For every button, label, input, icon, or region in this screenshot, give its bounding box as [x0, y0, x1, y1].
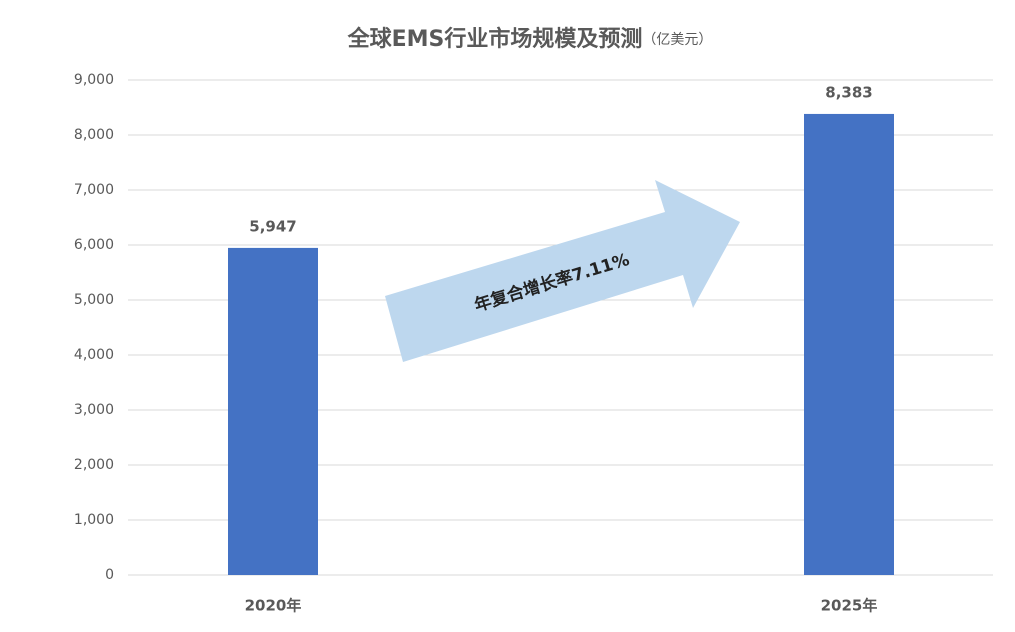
bar — [804, 113, 894, 575]
y-tick-label: 0 — [105, 567, 114, 583]
growth-arrow — [385, 180, 740, 362]
y-tick-label: 8,000 — [74, 127, 114, 143]
chart-title-group: 全球EMS行业市场规模及预测（亿美元） — [347, 26, 713, 52]
y-tick-label: 4,000 — [74, 347, 114, 363]
y-tick-label: 1,000 — [74, 512, 114, 528]
x-tick-label: 2025年 — [821, 597, 878, 615]
x-tick-label: 2020年 — [245, 597, 302, 615]
y-tick-label: 9,000 — [74, 72, 114, 88]
chart-subtitle: （亿美元） — [642, 32, 712, 48]
plot-area: 0 1,000 2,000 3,000 4,000 5,000 6,000 7,000 8,00… — [74, 72, 993, 615]
value-label: 8,383 — [825, 83, 872, 101]
bar — [228, 247, 318, 576]
y-tick-label: 6,000 — [74, 237, 114, 253]
y-tick-label: 3,000 — [74, 402, 114, 418]
y-tick-label: 2,000 — [74, 457, 114, 473]
y-tick-label: 5,000 — [74, 292, 114, 308]
chart-title: 全球EMS行业市场规模及预测 — [347, 26, 643, 52]
value-label: 5,947 — [249, 217, 296, 235]
y-tick-label: 7,000 — [74, 182, 114, 198]
